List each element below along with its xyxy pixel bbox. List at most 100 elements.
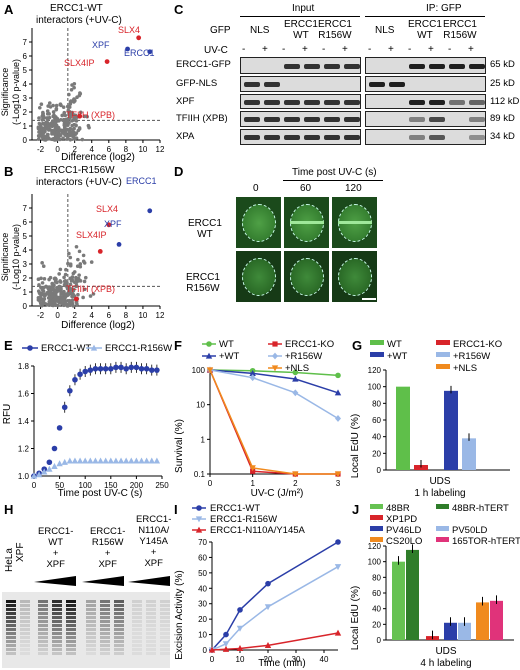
data-point (72, 122, 77, 127)
gel-band (6, 644, 16, 647)
gel-band (160, 648, 170, 651)
gel-band (6, 624, 16, 627)
blot-band (244, 135, 260, 140)
highlight-point (106, 222, 112, 228)
gel-band (100, 640, 110, 643)
gel-marks (2, 576, 170, 668)
gel-band (114, 636, 124, 639)
series-line (211, 541, 339, 651)
panel-d-title: Time post UV-C (s) (292, 167, 377, 178)
gel-band (146, 632, 156, 635)
panel-label-j: J (352, 502, 360, 517)
blot-strip-input (240, 94, 361, 109)
data-point (54, 120, 58, 124)
gel-band (38, 628, 48, 631)
blot-strip-ip (365, 94, 486, 109)
gel-band (38, 648, 48, 651)
chart-g-marks: 0 20 40 60 80 100 120 WT ERCC1-KO +WT +R156W+NLS (368, 339, 510, 475)
data-point (76, 128, 81, 133)
gel-band (20, 608, 30, 611)
uv-sign: - (282, 44, 286, 55)
y-tick-label: 0 (23, 136, 28, 145)
gel-band (132, 640, 142, 643)
data-point (36, 126, 41, 131)
series-point (123, 365, 129, 372)
y-tick-label: 40 (198, 584, 207, 593)
legend-marker (196, 505, 202, 511)
series-point (264, 604, 272, 611)
data-point (72, 117, 77, 122)
y-tick-label: 3 (23, 260, 28, 269)
gel-band (100, 652, 110, 655)
data-point (68, 138, 73, 142)
label-slx4ip: SLX4IP (64, 58, 95, 68)
gel-band (52, 648, 62, 651)
series-point (112, 457, 120, 464)
uv-sign: - (448, 44, 452, 55)
data-point (85, 114, 89, 119)
gel-band (20, 636, 30, 639)
blot-size-label: 25 kD (490, 78, 515, 89)
panel-b-ylabel2: (-Log10 p-value) (11, 224, 21, 290)
data-point (89, 260, 94, 264)
series-point (118, 364, 124, 371)
highlight-point (147, 49, 153, 55)
gel-band (20, 600, 30, 603)
gel-band (20, 640, 30, 643)
series-line (209, 369, 338, 475)
blot-size-label: 112 kD (490, 96, 520, 107)
gel-band (114, 652, 124, 655)
gel-band (86, 636, 96, 639)
highlight-point (77, 113, 83, 119)
gel-band (146, 612, 156, 615)
series-line (209, 369, 339, 420)
data-point (40, 281, 45, 285)
data-point (36, 137, 41, 141)
bar (396, 386, 410, 470)
highlight-point (125, 46, 130, 52)
legend-marker (205, 352, 213, 359)
blot-strip-input (240, 57, 361, 74)
series-point (87, 457, 94, 464)
gel-band (100, 628, 110, 631)
data-point (88, 294, 93, 298)
x-tick-label: 12 (156, 145, 165, 154)
gel-band (86, 652, 96, 655)
data-point (63, 113, 68, 118)
label-tfiih-xpb-: TFIIH (XPB) (66, 284, 115, 294)
series-point (67, 387, 73, 394)
blot-band (264, 135, 280, 140)
blot-band (304, 63, 320, 69)
data-point (63, 272, 68, 277)
data-point (46, 296, 51, 300)
legend-label: +WT (387, 351, 408, 362)
gel-band (6, 616, 16, 619)
series-point (143, 457, 150, 464)
legend-swatch (436, 364, 450, 369)
y-tick-label: 40 (372, 605, 381, 614)
data-point (53, 293, 58, 297)
data-point (41, 110, 45, 115)
gel-band (6, 600, 16, 603)
gel-band (146, 640, 156, 643)
data-point (75, 302, 79, 307)
data-point (44, 137, 49, 142)
series-point (335, 415, 341, 422)
gel-band (114, 628, 124, 631)
series-point (35, 471, 43, 478)
data-point (42, 134, 46, 139)
gel-band (100, 620, 110, 623)
data-point (68, 263, 73, 268)
blot-band (264, 82, 280, 87)
gel-band (132, 620, 142, 623)
data-point (39, 276, 43, 281)
label-xpf: XPF (104, 219, 122, 229)
series-point (154, 367, 160, 373)
blot-band (409, 99, 425, 105)
x-tick-label: 4 (90, 145, 95, 154)
gel-band (100, 600, 110, 603)
legend-label: +NLS (453, 363, 477, 374)
data-point (47, 101, 52, 105)
gel-band (66, 640, 76, 643)
y-tick-label: 100 (192, 366, 206, 375)
